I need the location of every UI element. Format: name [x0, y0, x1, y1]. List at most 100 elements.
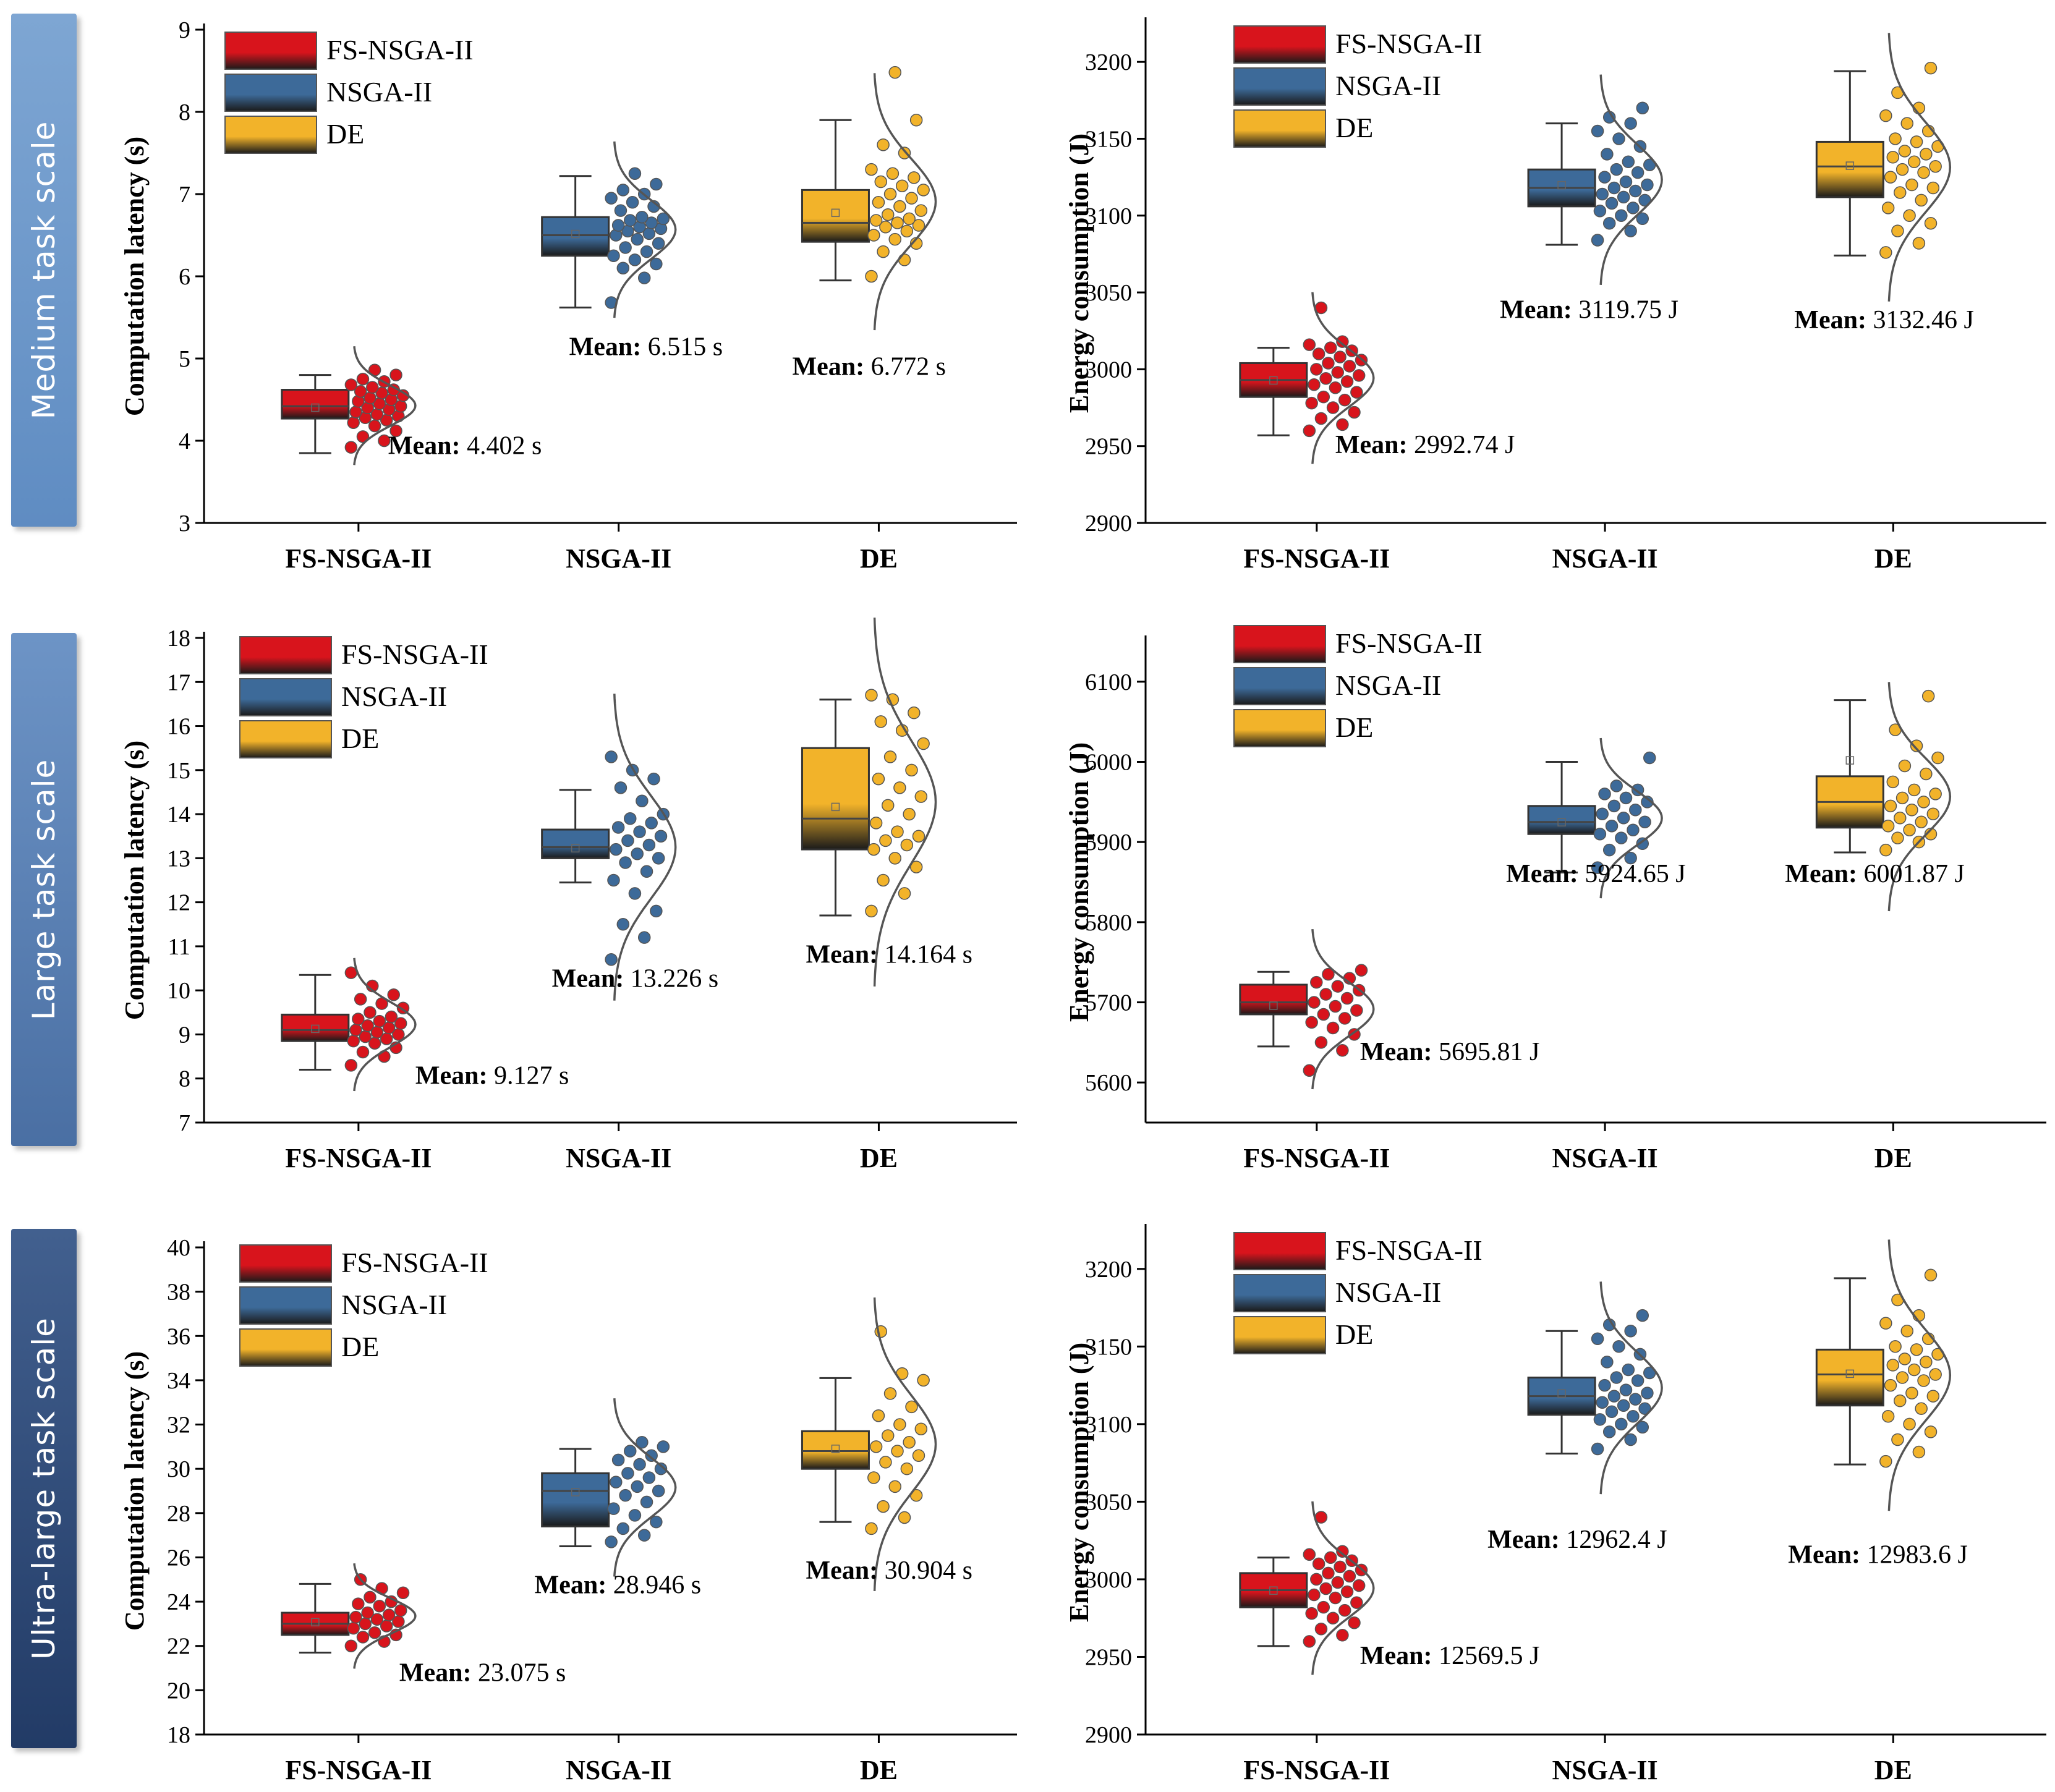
data-point [1615, 1417, 1628, 1431]
data-point [1920, 148, 1933, 161]
data-point [1903, 1417, 1916, 1431]
data-point [914, 1422, 928, 1435]
data-point [1348, 1616, 1361, 1629]
data-point [1624, 1433, 1637, 1446]
data-point [1601, 1356, 1614, 1369]
data-point [1322, 357, 1335, 370]
data-point [865, 904, 878, 918]
data-point [605, 953, 618, 966]
data-point [349, 1610, 362, 1624]
data-point [1326, 1612, 1340, 1624]
data-point [1605, 1405, 1619, 1419]
data-point [1312, 1557, 1325, 1571]
legend-label-fs-nsga-ii: FS-NSGA-II [1335, 627, 1483, 659]
data-point [624, 214, 637, 227]
data-point [652, 237, 665, 250]
data-point [1915, 815, 1928, 828]
y-tick-label: 3200 [1085, 49, 1132, 75]
data-point [1305, 1607, 1318, 1620]
data-point [1624, 117, 1637, 130]
data-point [888, 1480, 901, 1493]
legend-label-nsga-ii: NSGA-II [1335, 1276, 1441, 1308]
data-point [1338, 393, 1351, 407]
mean-marker [1845, 161, 1855, 170]
data-point [1305, 1016, 1318, 1029]
data-point [1598, 171, 1611, 184]
y-tick-label: 40 [167, 1235, 190, 1261]
data-point [1889, 1340, 1902, 1353]
data-point [1641, 1386, 1654, 1399]
chart-medium-latency: 3 4 5 6 7 8 9 Computation latency (s) FS-NSGA-II… [119, 17, 1017, 574]
y-tick-label: 6 [179, 264, 190, 290]
data-point [1886, 1359, 1900, 1372]
data-point [1929, 788, 1942, 800]
data-point [650, 257, 663, 271]
density-curve [353, 958, 417, 1092]
mean-label-de: Mean: 14.164 s [806, 940, 972, 969]
y-tick-label: 2900 [1085, 511, 1132, 537]
data-point [611, 821, 625, 834]
legend-swatch-nsga-ii [1233, 67, 1326, 106]
data-point [636, 210, 649, 224]
data-point [1905, 178, 1918, 192]
mean-marker [311, 1618, 320, 1626]
x-tick-label-nsga-ii: NSGA-II [1552, 543, 1657, 574]
box-de [801, 747, 870, 851]
data-point [917, 1374, 930, 1387]
density-curve [1311, 928, 1375, 1090]
data-point [883, 750, 897, 763]
density-curve [1599, 737, 1663, 899]
data-point [1894, 812, 1907, 825]
data-point [1329, 381, 1342, 394]
data-point [1920, 1356, 1933, 1369]
data-point [344, 1639, 358, 1652]
data-point [1350, 1004, 1363, 1017]
box-de [801, 189, 870, 243]
y-tick-label: 3000 [1085, 357, 1132, 383]
data-point [908, 171, 921, 184]
data-point [891, 1445, 904, 1458]
data-point [1314, 1623, 1328, 1636]
y-tick-label: 3050 [1085, 280, 1132, 306]
data-point [1907, 155, 1921, 169]
legend-label-de: DE [1335, 112, 1373, 143]
data-point [628, 167, 642, 180]
legend-label-nsga-ii: NSGA-II [1335, 70, 1441, 101]
density-curve [873, 73, 937, 331]
data-point [1636, 837, 1649, 851]
data-point [356, 1631, 370, 1644]
data-point [1898, 145, 1912, 158]
data-point [1924, 216, 1938, 230]
data-point [1319, 1582, 1332, 1595]
box-nsga-ii [541, 1472, 610, 1527]
data-point [1881, 819, 1895, 833]
mean-label-de: Mean: 12983.6 J [1788, 1541, 1968, 1569]
legend-swatch-de [239, 1328, 332, 1367]
data-point [616, 184, 630, 197]
data-point [1308, 378, 1321, 391]
y-tick-label: 30 [167, 1456, 190, 1482]
data-point [877, 245, 890, 258]
data-point [1879, 843, 1892, 857]
data-point [1900, 117, 1913, 130]
data-point [616, 918, 630, 931]
data-point [872, 772, 885, 786]
data-point [888, 232, 901, 246]
data-point [616, 261, 630, 274]
data-point [1322, 1566, 1335, 1580]
data-point [1303, 1548, 1316, 1561]
data-point [361, 1606, 374, 1620]
y-tick-label: 15 [167, 758, 190, 784]
data-point [611, 219, 625, 232]
data-point [1910, 1343, 1923, 1356]
data-point [637, 271, 651, 284]
mean-marker [1557, 1389, 1566, 1398]
data-point [1336, 418, 1349, 431]
data-point [1319, 372, 1332, 385]
mean-label-de: Mean: 30.904 s [806, 1556, 972, 1585]
legend-label-nsga-ii: NSGA-II [1335, 669, 1441, 701]
data-point [1926, 181, 1940, 195]
data-point [865, 270, 878, 283]
data-point [1303, 338, 1316, 351]
data-point [1303, 1064, 1316, 1077]
